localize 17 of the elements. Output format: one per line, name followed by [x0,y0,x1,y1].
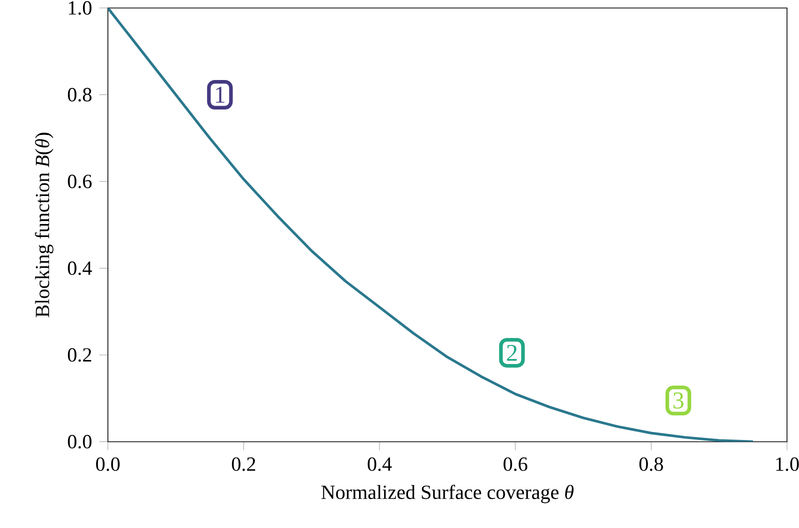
x-tick-label: 0.6 [504,457,528,472]
y-tick-label: 0.6 [68,174,92,188]
annotation: 2 [507,344,517,361]
x-tick-label: 0.0 [96,457,120,472]
x-tick-label: 0.4 [368,457,392,472]
annotation: 3 [673,392,684,409]
annotation: 1 [216,86,225,103]
y-tick-label: 0.8 [68,88,92,102]
x-tick-label: 0.8 [639,457,663,472]
y-axis-title: Blocking function B(θ) [34,132,54,318]
x-tick-label: 1.0 [776,457,799,472]
x-axis-title: Normalized Surface coverage θ [321,484,574,504]
x-tick-label: 0.2 [232,457,256,472]
y-tick-label: 1.0 [68,1,92,15]
y-tick-label: 0.4 [68,261,92,276]
y-tick-label: 0.2 [68,348,92,362]
y-tick-label: 0.0 [68,434,92,449]
